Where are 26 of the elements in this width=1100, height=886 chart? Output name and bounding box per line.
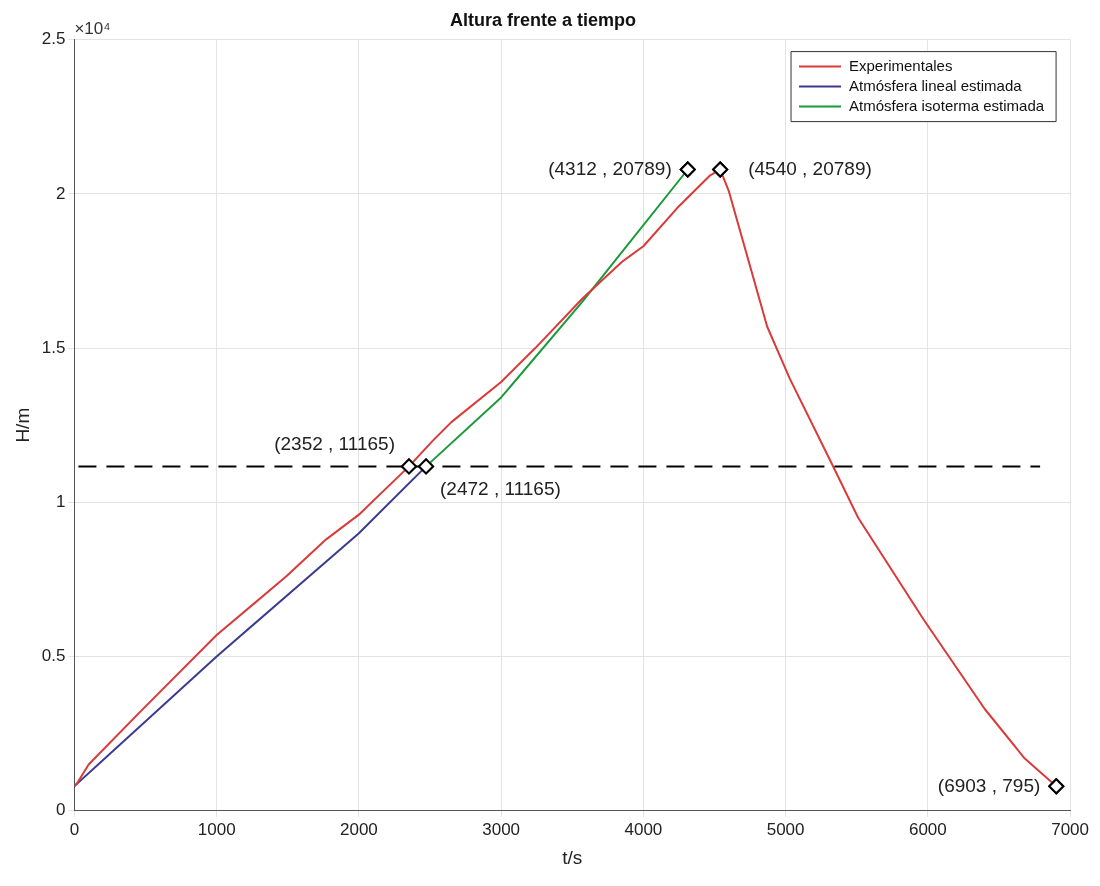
x-tick-label: 7000 (1051, 819, 1089, 839)
y-axis-title: H/m (11, 407, 33, 443)
x-tick-label: 3000 (482, 819, 521, 839)
x-tick-label: 5000 (766, 819, 805, 839)
y-tick-label: 0.5 (41, 646, 66, 666)
annotation: (2352 , 11165) (274, 433, 395, 455)
annotation: (4312 , 20789) (548, 157, 672, 179)
text: ×10⁴ (74, 18, 111, 38)
legend-label: Atmósfera lineal estimada (849, 76, 1023, 94)
x-tick-label: 4000 (624, 819, 663, 839)
x-axis-title: t/s (562, 846, 583, 868)
annotation: (2472 , 11165) (440, 478, 561, 500)
x-tick-label: 0 (69, 819, 80, 839)
y-tick-label: 0 (55, 800, 66, 820)
legend-label: Atmósfera isoterma estimada (849, 96, 1045, 114)
legend-label: Experimentales (849, 56, 953, 74)
y-tick-label: 2 (55, 183, 66, 203)
y-tick-label: 2.5 (41, 29, 66, 49)
chart-title: Altura frente a tiempo (449, 9, 637, 30)
annotation: (6903 , 795) (937, 774, 1041, 796)
y-tick-label: 1 (55, 492, 66, 512)
annotation: (4540 , 20789) (748, 157, 872, 179)
x-tick-label: 1000 (197, 819, 236, 839)
y-tick-label: 1.5 (41, 337, 66, 357)
x-tick-label: 2000 (339, 819, 378, 839)
x-tick-label: 6000 (908, 819, 947, 839)
